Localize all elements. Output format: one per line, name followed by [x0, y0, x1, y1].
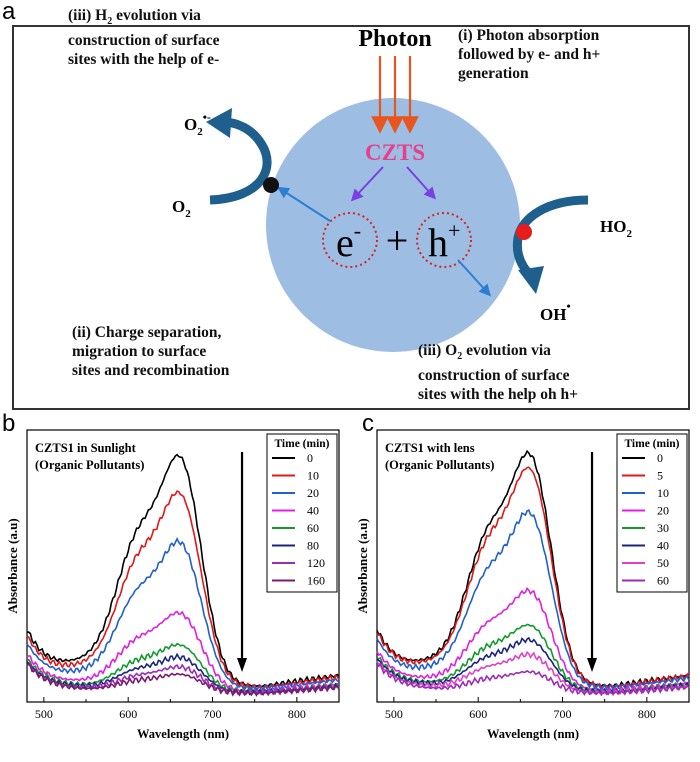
series-line-5	[376, 466, 690, 689]
x-tick-label: 500	[385, 707, 403, 721]
legend-entry: 10	[307, 469, 319, 483]
series-line-10	[26, 490, 340, 691]
legend-entry: 40	[657, 539, 669, 553]
legend-entry: 20	[657, 504, 669, 518]
plot-frame	[26, 429, 340, 703]
annotation-charge-separation: (ii) Charge separation, migration to sur…	[72, 324, 230, 379]
x-axis-label: Wavelength (nm)	[487, 727, 579, 741]
x-tick-label: 800	[638, 707, 656, 721]
annotation-h2-evolution: (iii) H2 evolution via construction of s…	[68, 7, 220, 69]
panel-label-b: b	[2, 410, 16, 437]
oxidation-curved-arrow	[512, 195, 589, 294]
hole-circle	[416, 212, 472, 268]
annotation-photon-absorption: (i) Photon absorption followed by e- and…	[458, 27, 601, 82]
x-tick-label: 500	[35, 707, 53, 721]
y-axis-label: Absorbance (a.u)	[5, 518, 20, 613]
legend-entry: 0	[307, 451, 313, 465]
legend-entry: 40	[307, 504, 319, 518]
photocatalysis-diagram: Photon CZTS e- + h+ O2•- O2 HO2 OH•	[172, 26, 632, 352]
legend-box	[266, 433, 338, 593]
electron-circle	[322, 212, 378, 268]
superoxide-label: O2•-	[184, 110, 211, 138]
legend-entry: 50	[657, 556, 669, 570]
electron-migration-arrow	[276, 186, 331, 222]
series-line-10	[376, 508, 690, 692]
panel-label-a: a	[2, 0, 16, 25]
chart-b-sunlight: CZTS1 in Sunlight (Organic Pollutants) 500…	[5, 429, 340, 741]
legend-entry: 0	[657, 451, 663, 465]
chart-c-lens: CZTS1 with lens(Organic Pollutants)500 60…	[355, 429, 690, 741]
reduction-site-dot	[263, 177, 279, 193]
y-axis-label: Absorbance (a.u)	[355, 518, 370, 613]
legend-entry: 60	[657, 574, 669, 588]
czts-particle	[266, 98, 520, 352]
legend-entry: 160	[307, 574, 325, 588]
chart-title: CZTS1 in Sunlight	[35, 441, 137, 455]
annotation-o2-evolution: (iii) O2 evolution via construction of s…	[418, 342, 578, 404]
hole-arrow	[406, 166, 436, 200]
photon-arrows	[371, 56, 419, 134]
x-tick-label: 600	[469, 707, 487, 721]
series-line-40	[376, 636, 690, 697]
series-line-160	[26, 662, 340, 697]
legend-entry: 5	[657, 469, 663, 483]
hole-label: h+	[428, 218, 460, 265]
panel-label-c: c	[362, 410, 374, 437]
reduction-curved-arrow	[206, 108, 272, 205]
x-tick-label: 700	[204, 707, 222, 721]
electron-label: e-	[336, 218, 361, 265]
chart-subtitle: (Organic Pollutants)	[385, 458, 494, 472]
legend-entry: 120	[307, 556, 325, 570]
hole-migration-arrow	[457, 259, 492, 297]
series-line-60	[376, 662, 690, 696]
decay-arrowhead	[587, 658, 598, 672]
legend-title: Time (min)	[624, 438, 679, 450]
legend-entry: 80	[307, 539, 319, 553]
legend-title: Time (min)	[274, 438, 329, 450]
legend-entry: 10	[657, 486, 669, 500]
x-tick-label: 600	[119, 707, 137, 721]
chart-subtitle: (Organic Pollutants)	[35, 458, 144, 472]
ho2-label: HO2	[600, 217, 632, 240]
czts-label: CZTS	[365, 140, 425, 165]
diagram-frame	[12, 25, 690, 410]
plot-frame	[376, 429, 690, 703]
hydroxyl-radical-label: OH•	[540, 299, 571, 324]
series-line-40	[26, 610, 340, 694]
legend-entry: 30	[657, 521, 669, 535]
oxidation-site-dot	[516, 224, 532, 240]
x-tick-label: 800	[288, 707, 306, 721]
legend-box	[616, 433, 688, 593]
plus-sign: +	[386, 218, 409, 263]
oxygen-label: O2	[172, 197, 191, 220]
x-tick-label: 700	[554, 707, 572, 721]
legend-entry: 60	[307, 521, 319, 535]
legend-entry: 20	[307, 486, 319, 500]
x-axis-label: Wavelength (nm)	[137, 727, 229, 741]
series-line-0	[26, 453, 340, 688]
chart-title: CZTS1 with lens	[385, 441, 475, 455]
electron-arrow	[350, 166, 384, 202]
photon-label: Photon	[358, 26, 431, 52]
decay-arrowhead	[237, 658, 248, 672]
